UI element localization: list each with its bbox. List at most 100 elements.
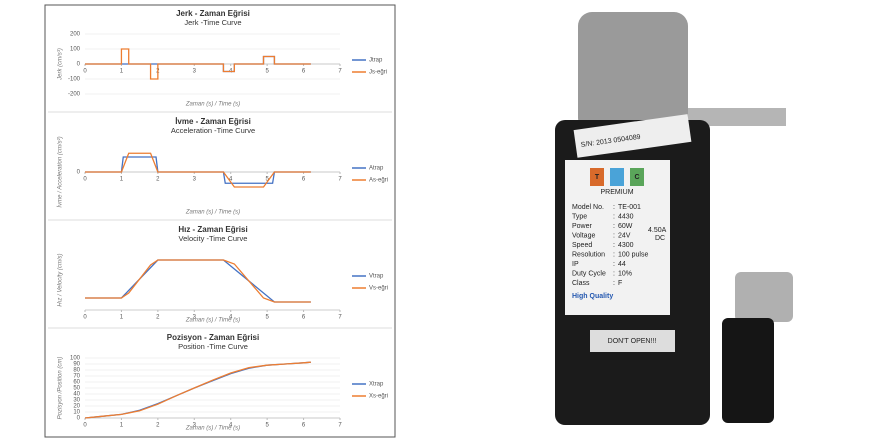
spec-cell: Resolution <box>572 251 605 258</box>
x-axis-label: Zaman (s) / Time (s) <box>185 210 240 216</box>
x-tick-label: 5 <box>265 315 269 321</box>
x-tick-label: 6 <box>302 423 306 429</box>
motor-photo: S/N: 2013 0504089 T C PREMIUM Model No.:… <box>555 12 793 425</box>
x-tick-label: 4 <box>229 177 233 183</box>
spec-cell: : <box>613 204 615 211</box>
chart-subtitle: Position -Time Curve <box>178 342 248 351</box>
x-tick-label: 3 <box>193 315 197 321</box>
y-tick-label: 90 <box>73 362 80 368</box>
spec-cell: Duty Cycle <box>572 270 606 277</box>
y-tick-label: 100 <box>70 356 81 362</box>
y-tick-label: 10 <box>73 410 80 416</box>
chart-subtitle: Acceleration -Time Curve <box>171 126 255 135</box>
spec-cell: : <box>613 213 615 220</box>
y-tick-label: 70 <box>73 374 80 380</box>
x-tick-label: 4 <box>229 423 233 429</box>
small-gearbox <box>735 272 793 322</box>
y-axis-label: İvme / Acceleration (cm/s²) <box>57 136 64 207</box>
x-tick-label: 5 <box>265 423 269 429</box>
y-axis-label: Jerk (cm/s³) <box>58 48 64 81</box>
y-tick-label: -200 <box>68 92 81 98</box>
charts-frame <box>44 4 396 438</box>
spec-cell: Voltage <box>572 232 595 239</box>
spec-cell: 4300 <box>618 242 634 249</box>
x-tick-label: 6 <box>302 69 306 75</box>
spec-cell: : <box>613 280 615 287</box>
x-tick-label: 6 <box>302 315 306 321</box>
series-line <box>85 152 311 188</box>
spec-cell: 24V <box>618 232 631 239</box>
spec-cell: 100 pulse <box>618 251 648 258</box>
spec-cell: : <box>613 270 615 277</box>
y-tick-label: 20 <box>73 404 80 410</box>
x-axis-label: Zaman (s) / Time (s) <box>185 318 240 324</box>
x-tick-label: 3 <box>193 69 197 75</box>
logo-letter: T <box>595 174 600 181</box>
spec-cell: TE-001 <box>618 204 641 211</box>
y-tick-label: 80 <box>73 368 80 374</box>
shaft <box>688 108 786 126</box>
spec-cell: : <box>613 251 615 258</box>
legend-label: Xtrap <box>369 382 384 388</box>
x-tick-label: 1 <box>120 69 124 75</box>
x-tick-label: 5 <box>265 177 269 183</box>
x-tick-label: 7 <box>338 423 342 429</box>
warning: DON'T OPEN!!! <box>608 338 657 345</box>
chart-title: Hız - Zaman Eğrisi <box>178 225 247 234</box>
warning-sticker <box>590 330 675 352</box>
spec-cell: F <box>618 280 622 287</box>
spec-cell: 10% <box>618 270 632 277</box>
legend-label: Vtrap <box>369 274 384 280</box>
x-tick-label: 1 <box>120 315 124 321</box>
logo-box <box>590 168 604 186</box>
spec-cell: Model No. <box>572 204 604 211</box>
brand: PREMIUM <box>600 189 633 196</box>
current: 4.50A <box>648 227 667 234</box>
x-tick-label: 1 <box>120 177 124 183</box>
x-tick-label: 0 <box>83 69 87 75</box>
spec-cell: Speed <box>572 242 592 249</box>
spec-cell: : <box>613 223 615 230</box>
y-tick-label: 100 <box>70 47 81 53</box>
x-tick-label: 2 <box>156 177 160 183</box>
x-axis-label: Zaman (s) / Time (s) <box>185 426 240 432</box>
legend-label: Xs-eğri <box>369 394 388 400</box>
spec-cell: 60W <box>618 223 633 230</box>
spec-cell: 44 <box>618 261 626 268</box>
spec-cell: : <box>613 261 615 268</box>
y-axis-label: Pozisyon /Position (cm) <box>58 357 64 420</box>
small-motor <box>722 318 774 423</box>
x-tick-label: 0 <box>83 315 87 321</box>
legend-label: Vs-eğri <box>369 286 388 292</box>
x-axis-label: Zaman (s) / Time (s) <box>185 102 240 108</box>
serial-sticker <box>573 114 692 158</box>
legend-label: As-eğri <box>369 178 388 184</box>
y-axis-label: Hız / Velocity (cm/s) <box>58 253 64 306</box>
gearbox <box>578 12 688 132</box>
x-tick-label: 3 <box>193 423 197 429</box>
y-tick-label: 60 <box>73 380 80 386</box>
spec-cell: Type <box>572 213 587 220</box>
series-line <box>85 48 311 80</box>
spec-rows: Model No.: TE-001Type:4430Power:60WVoltag… <box>572 204 648 287</box>
x-tick-label: 3 <box>193 177 197 183</box>
legend-label: Js-eğri <box>369 70 387 76</box>
x-tick-label: 2 <box>156 315 160 321</box>
x-tick-label: 4 <box>229 315 233 321</box>
logo-letter: C <box>634 174 639 181</box>
y-tick-label: 200 <box>70 32 81 38</box>
x-tick-label: 5 <box>265 69 269 75</box>
y-tick-label: 30 <box>73 398 80 404</box>
x-tick-label: 7 <box>338 69 342 75</box>
chart-subtitle: Velocity -Time Curve <box>179 234 248 243</box>
chart-title: İvme - Zaman Eğrisi <box>175 117 251 126</box>
chart-title: Jerk - Zaman Eğrisi <box>176 9 250 18</box>
x-tick-label: 6 <box>302 177 306 183</box>
y-tick-label: 0 <box>77 170 81 176</box>
x-tick-label: 0 <box>83 423 87 429</box>
x-tick-label: 1 <box>120 423 124 429</box>
quality: High Quality <box>572 293 613 300</box>
current-type: DC <box>655 235 665 242</box>
